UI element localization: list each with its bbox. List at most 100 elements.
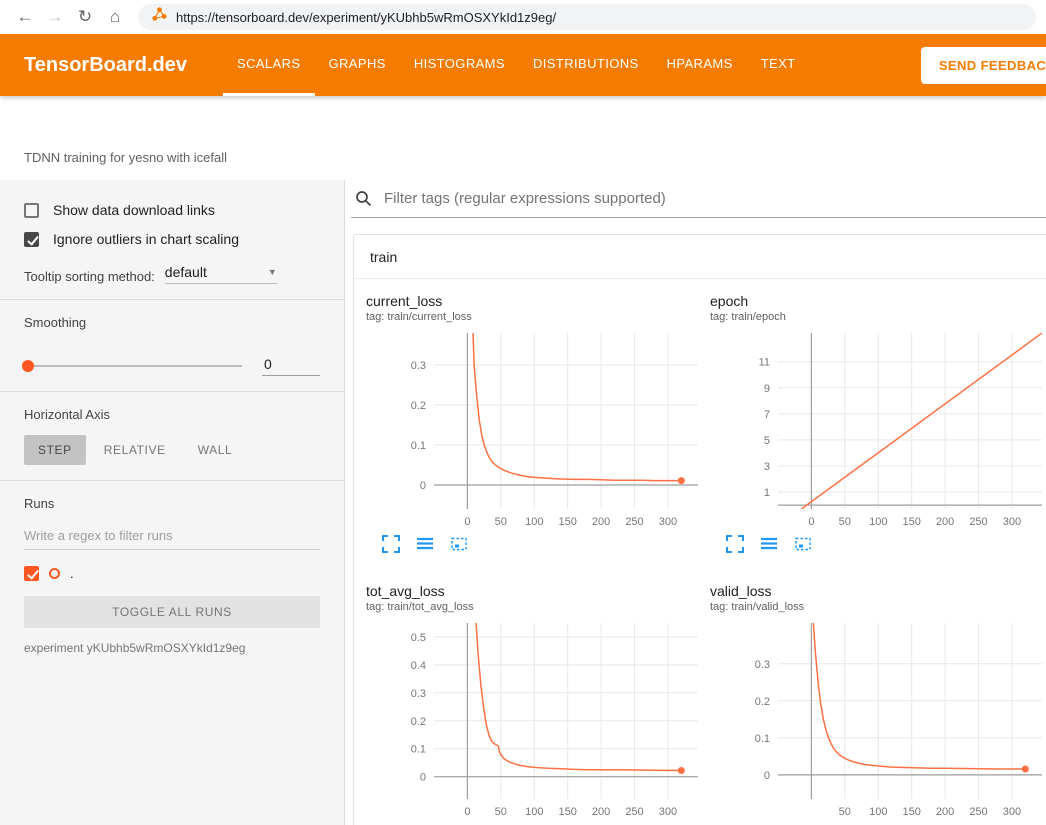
svg-text:0: 0 bbox=[464, 806, 470, 817]
toggle-all-runs-button[interactable]: TOGGLE ALL RUNS bbox=[24, 596, 320, 628]
svg-text:150: 150 bbox=[559, 806, 577, 817]
smoothing-label: Smoothing bbox=[24, 315, 320, 330]
svg-text:0: 0 bbox=[764, 770, 770, 782]
runs-filter-input[interactable] bbox=[24, 524, 320, 550]
svg-text:100: 100 bbox=[869, 806, 887, 817]
tooltip-sorting-label: Tooltip sorting method: bbox=[24, 269, 155, 284]
svg-text:200: 200 bbox=[936, 516, 954, 527]
search-icon bbox=[355, 190, 372, 207]
app-header: TensorBoard.dev SCALARS GRAPHS HISTOGRAM… bbox=[0, 34, 1046, 96]
chart-epoch: epoch tag: train/epoch 05010015020025030… bbox=[710, 293, 1046, 553]
scalars-main-panel: train current_loss tag: train/current_lo… bbox=[345, 180, 1046, 825]
svg-text:0: 0 bbox=[808, 516, 814, 527]
svg-text:300: 300 bbox=[1003, 516, 1021, 527]
svg-text:150: 150 bbox=[559, 516, 577, 527]
axis-step-button[interactable]: STEP bbox=[24, 435, 86, 465]
runs-label: Runs bbox=[24, 496, 320, 511]
svg-text:100: 100 bbox=[869, 516, 887, 527]
svg-text:5: 5 bbox=[764, 435, 770, 447]
smoothing-value-input[interactable] bbox=[262, 356, 320, 376]
chart-title: valid_loss bbox=[710, 583, 1046, 599]
svg-text:200: 200 bbox=[592, 516, 610, 527]
url-text: https://tensorboard.dev/experiment/yKUbh… bbox=[176, 10, 556, 25]
svg-text:300: 300 bbox=[659, 516, 677, 527]
svg-text:0.3: 0.3 bbox=[755, 659, 770, 671]
svg-text:0: 0 bbox=[464, 516, 470, 527]
svg-text:200: 200 bbox=[592, 806, 610, 817]
chart-valid-loss: valid_loss tag: train/valid_loss 50 100 15… bbox=[710, 583, 1046, 825]
expand-chart-icon[interactable] bbox=[382, 535, 400, 553]
tab-histograms[interactable]: HISTOGRAMS bbox=[400, 34, 519, 96]
data-series-icon[interactable] bbox=[416, 535, 434, 553]
svg-text:0.1: 0.1 bbox=[411, 744, 426, 756]
svg-text:0: 0 bbox=[420, 772, 426, 784]
fit-domain-icon[interactable] bbox=[794, 535, 812, 553]
horizontal-axis-label: Horizontal Axis bbox=[24, 407, 320, 422]
experiment-title: TDNN training for yesno with icefall bbox=[24, 150, 227, 165]
reload-icon[interactable]: ↻ bbox=[70, 0, 100, 34]
line-chart[interactable]: 05010015020025030000.10.20.3 bbox=[366, 327, 702, 532]
axis-relative-button[interactable]: RELATIVE bbox=[90, 435, 180, 465]
svg-text:0.4: 0.4 bbox=[411, 660, 426, 672]
svg-text:7: 7 bbox=[764, 409, 770, 421]
experiment-bar: TDNN training for yesno with icefall bbox=[0, 96, 1046, 180]
svg-text:0.2: 0.2 bbox=[411, 400, 426, 412]
tab-graphs[interactable]: GRAPHS bbox=[315, 34, 400, 96]
ignore-outliers-checkbox[interactable]: Ignore outliers in chart scaling bbox=[24, 231, 320, 247]
data-series-icon[interactable] bbox=[760, 535, 778, 553]
dropdown-value: default bbox=[165, 264, 207, 280]
line-chart[interactable]: 0501001502002503001357911 bbox=[710, 327, 1046, 532]
svg-text:250: 250 bbox=[969, 516, 987, 527]
home-icon[interactable]: ⌂ bbox=[100, 0, 130, 34]
svg-text:150: 150 bbox=[903, 806, 921, 817]
svg-text:9: 9 bbox=[764, 383, 770, 395]
svg-text:250: 250 bbox=[625, 806, 643, 817]
svg-text:11: 11 bbox=[759, 357, 770, 369]
chart-tot-avg-loss: tot_avg_loss tag: train/tot_avg_loss 050… bbox=[366, 583, 702, 825]
site-favicon-icon bbox=[152, 7, 167, 27]
svg-text:0.2: 0.2 bbox=[411, 716, 426, 728]
show-download-links-checkbox[interactable]: Show data download links bbox=[24, 202, 320, 218]
line-chart[interactable]: 05010015020025030000.10.20.30.40.5 bbox=[366, 617, 702, 822]
chart-tag: tag: train/valid_loss bbox=[710, 601, 1046, 613]
svg-text:0: 0 bbox=[420, 480, 426, 492]
tab-hparams[interactable]: HPARAMS bbox=[653, 34, 747, 96]
back-icon[interactable]: ← bbox=[10, 0, 40, 34]
chevron-down-icon: ▼ bbox=[268, 267, 277, 277]
address-bar[interactable]: https://tensorboard.dev/experiment/yKUbh… bbox=[138, 4, 1036, 30]
filter-tags-input[interactable] bbox=[382, 189, 1046, 208]
expand-chart-icon[interactable] bbox=[726, 535, 744, 553]
chart-tag: tag: train/epoch bbox=[710, 311, 1046, 323]
send-feedback-button[interactable]: SEND FEEDBACK bbox=[921, 47, 1046, 84]
svg-text:0.1: 0.1 bbox=[411, 440, 426, 452]
line-chart[interactable]: 5010015020025030000.10.20.3 bbox=[710, 617, 1046, 822]
tab-scalars[interactable]: SCALARS bbox=[223, 34, 315, 96]
run-checkbox-icon bbox=[24, 566, 39, 581]
svg-text:0.3: 0.3 bbox=[411, 688, 426, 700]
axis-wall-button[interactable]: WALL bbox=[184, 435, 247, 465]
chart-tag: tag: train/current_loss bbox=[366, 311, 702, 323]
app-title: TensorBoard.dev bbox=[24, 54, 187, 77]
nav-tabs: SCALARS GRAPHS HISTOGRAMS DISTRIBUTIONS … bbox=[223, 34, 810, 96]
svg-text:1: 1 bbox=[764, 487, 770, 499]
svg-text:150: 150 bbox=[903, 516, 921, 527]
svg-text:300: 300 bbox=[1003, 806, 1021, 817]
tooltip-sorting-dropdown[interactable]: default ▼ bbox=[165, 264, 277, 284]
svg-text:50: 50 bbox=[839, 806, 851, 817]
chart-tag: tag: train/tot_avg_loss bbox=[366, 601, 702, 613]
svg-text:300: 300 bbox=[659, 806, 677, 817]
svg-text:250: 250 bbox=[625, 516, 643, 527]
svg-text:50: 50 bbox=[495, 516, 507, 527]
forward-icon[interactable]: → bbox=[40, 0, 70, 34]
tab-distributions[interactable]: DISTRIBUTIONS bbox=[519, 34, 653, 96]
browser-toolbar: ← → ↻ ⌂ https://tensorboard.dev/experime… bbox=[0, 0, 1046, 34]
slider-thumb[interactable] bbox=[22, 360, 34, 372]
checkbox-label: Show data download links bbox=[53, 202, 215, 218]
chart-title: tot_avg_loss bbox=[366, 583, 702, 599]
run-row[interactable]: . bbox=[24, 566, 320, 581]
fit-domain-icon[interactable] bbox=[450, 535, 468, 553]
smoothing-slider[interactable] bbox=[24, 365, 242, 367]
checkbox-icon bbox=[24, 203, 39, 218]
tag-group-header[interactable]: train bbox=[354, 235, 1046, 279]
tab-text[interactable]: TEXT bbox=[747, 34, 810, 96]
